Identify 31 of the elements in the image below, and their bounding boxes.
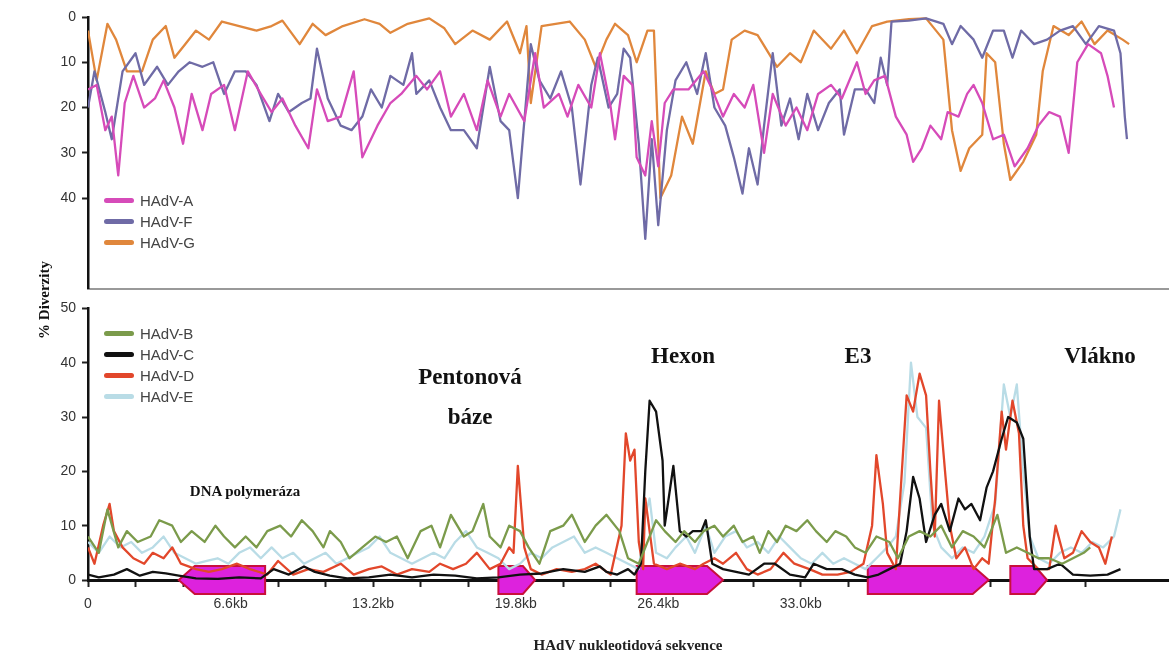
legend-label: HAdV-E [140, 388, 194, 406]
y-tick-label: 40 [60, 353, 77, 370]
x-tick-label: 33.0kb [779, 595, 823, 612]
y-tick-label: 0 [68, 570, 77, 587]
y-tick-label: 40 [60, 188, 77, 205]
annotation: Vlákno [1064, 342, 1136, 368]
annotation: Hexon [651, 342, 716, 368]
x-tick-label: 19.8kb [494, 595, 537, 612]
legend-label: HAdV-G [140, 233, 196, 251]
y-tick-label: 50 [60, 299, 77, 316]
x-tick-label: 6.6kb [213, 595, 248, 612]
y-tick-label: 20 [60, 98, 77, 115]
x-tick-label: 13.2kb [352, 595, 395, 612]
x-tick-label: 0 [84, 595, 93, 612]
y-axis-title: % Diverzity [36, 261, 54, 339]
legend-label: HAdV-C [140, 346, 195, 364]
legend-label: HAdV-D [140, 367, 195, 385]
legend-label: HAdV-A [140, 191, 194, 209]
annotation: DNA polymeráza [189, 482, 301, 499]
legend-label: HAdV-F [140, 212, 193, 230]
y-tick-label: 0 [68, 7, 77, 24]
annotation: Pentonová báze [418, 363, 523, 430]
y-tick-label: 10 [60, 516, 77, 533]
x-tick-label: 26.4kb [637, 595, 680, 612]
y-tick-label: 30 [60, 407, 77, 424]
y-tick-label: 20 [60, 462, 77, 479]
x-axis-title: HAdV nukleotidová sekvence [533, 636, 723, 653]
y-tick-label: 10 [60, 53, 77, 70]
annotation: E3 [844, 342, 872, 368]
y-tick-label: 30 [60, 143, 77, 160]
legend-label: HAdV-B [140, 325, 194, 343]
